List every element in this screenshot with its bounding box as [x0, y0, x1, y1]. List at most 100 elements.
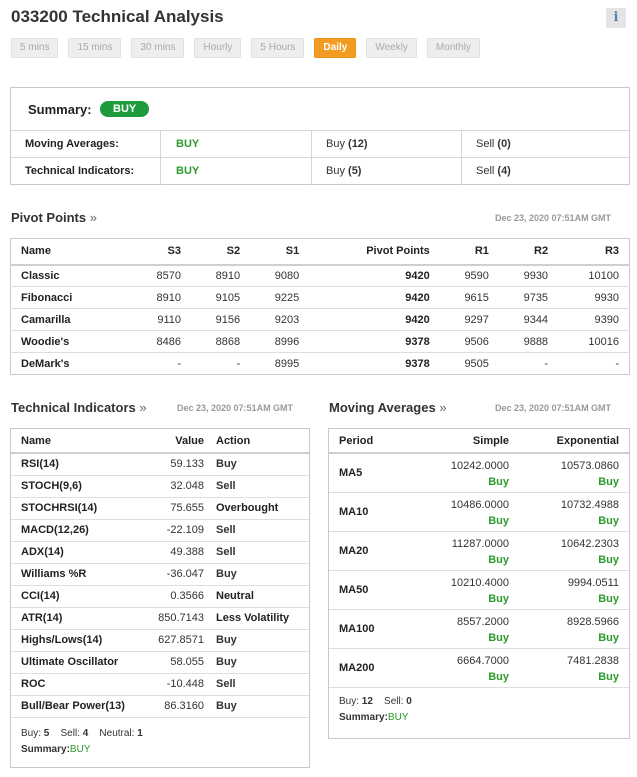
table-row: Woodie's 8486 8868 8996 9378 9506 9888 10016 — [10, 330, 630, 353]
ma-simple-action: Buy — [488, 476, 509, 488]
tab-daily[interactable]: Daily — [314, 38, 357, 58]
pivot-method-name: Fibonacci — [10, 286, 113, 309]
tab-5-mins[interactable]: 5 mins — [11, 38, 59, 58]
indicator-name[interactable]: STOCHRSI(14) — [11, 497, 136, 520]
ma-exp-action: Buy — [598, 592, 619, 605]
table-row: ADX(14) 49.388 Sell — [11, 541, 309, 564]
chevron-right-icon: » — [89, 210, 97, 225]
column-header: Simple — [429, 429, 519, 454]
indicator-name[interactable]: ROC — [11, 673, 136, 696]
technical-indicators-link[interactable]: Technical Indicators » — [11, 400, 147, 415]
table-row: MA200 6664.7000 Buy 7481.2838 Buy — [329, 648, 629, 688]
buy-label: Buy — [326, 165, 345, 177]
summary-row-moving-averages: Moving Averages: BUY Buy (12) Sell (0) — [11, 131, 629, 158]
indicator-name[interactable]: STOCH(9,6) — [11, 475, 136, 498]
indicator-name[interactable]: Ultimate Oscillator — [11, 651, 136, 674]
pivot-value: 10100 — [558, 264, 630, 287]
ma-simple-value: 10486.0000 — [450, 498, 509, 511]
table-row: STOCH(9,6) 32.048 Sell — [11, 475, 309, 498]
info-icon[interactable]: i — [606, 8, 626, 28]
indicator-name[interactable]: RSI(14) — [11, 453, 136, 476]
sell-label: Sell — [476, 165, 495, 177]
ma-period: MA10 — [329, 492, 429, 532]
pivot-value: 9615 — [439, 286, 499, 309]
pivot-value: 9505 — [464, 357, 489, 370]
ma-period: MA5 — [329, 453, 429, 493]
moving-averages-timestamp: Dec 23, 2020 07:51AM GMT — [495, 403, 612, 413]
pivot-value: 8910 — [190, 264, 251, 287]
ma-exp-action: Buy — [598, 476, 619, 488]
indicator-action: Sell — [216, 475, 309, 498]
ma-simple-value: 10242.0000 — [450, 460, 509, 472]
ma-simple-cell: 8557.2000 Buy — [429, 609, 519, 649]
tab-weekly[interactable]: Weekly — [366, 38, 417, 58]
indicator-name[interactable]: Highs/Lows(14) — [11, 629, 136, 652]
indicator-name[interactable]: Williams %R — [11, 563, 136, 586]
sell-count: 0 — [406, 695, 412, 707]
pivot-value: 9390 — [558, 308, 630, 331]
indicator-value: -10.448 — [136, 673, 216, 696]
moving-averages-title: Moving Averages — [329, 400, 436, 415]
moving-averages-panel: Period Simple Exponential MA5 10242.0000 B… — [328, 428, 630, 739]
pivot-points-timestamp: Dec 23, 2020 07:51AM GMT — [495, 213, 612, 223]
indicator-name[interactable]: ADX(14) — [11, 541, 136, 564]
technical-indicators-timestamp: Dec 23, 2020 07:51AM GMT — [177, 403, 294, 413]
ma-exp-cell: 8928.5966 Buy — [519, 609, 629, 649]
column-header: R3 — [558, 238, 630, 266]
ma-simple-action: Buy — [488, 553, 509, 566]
summary-value: BUY — [69, 743, 91, 755]
pivot-value: 9297 — [439, 308, 499, 331]
ma-exp-action: Buy — [598, 631, 619, 644]
indicator-name[interactable]: MACD(12,26) — [11, 519, 136, 542]
neutral-count: 1 — [137, 727, 143, 739]
indicator-action: Sell — [216, 541, 309, 564]
summary-row-sell: Sell (0) — [462, 131, 629, 157]
page-title: 033200 Technical Analysis — [11, 7, 224, 26]
table-row: Ultimate Oscillator 58.055 Buy — [11, 651, 309, 674]
summary-panel: Summary: BUY Moving Averages: BUY Buy (1… — [10, 87, 630, 185]
ma-exp-action: Buy — [598, 670, 619, 683]
pivot-value: 8570 — [112, 264, 191, 287]
summary-row-sell: Sell (4) — [462, 158, 629, 185]
ma-exp-value: 7481.2838 — [567, 654, 619, 667]
ma-exp-value: 10573.0860 — [560, 460, 619, 472]
table-row: MA100 8557.2000 Buy 8928.5966 Buy — [329, 609, 629, 649]
indicator-summary: Summary:BUY — [21, 742, 299, 758]
table-row: Bull/Bear Power(13) 86.3160 Buy — [11, 695, 309, 718]
column-header: R2 — [498, 238, 559, 266]
table-row: Fibonacci 8910 9105 9225 9420 9615 9735 9930 — [10, 286, 630, 309]
tab-5-hours[interactable]: 5 Hours — [251, 38, 305, 58]
table-row: ROC -10.448 Sell — [11, 673, 309, 696]
indicator-name[interactable]: Bull/Bear Power(13) — [11, 695, 136, 718]
moving-averages-table: Period Simple Exponential MA5 10242.0000 B… — [329, 429, 629, 688]
tab-monthly[interactable]: Monthly — [426, 38, 480, 58]
pivot-value: 8996 — [250, 330, 310, 353]
ma-simple-action: Buy — [488, 670, 509, 683]
column-header: S2 — [190, 238, 251, 266]
ma-summary: Summary:BUY — [339, 710, 619, 726]
column-header: Action — [216, 429, 309, 454]
summary-row-technical-indicators: Technical Indicators: BUY Buy (5) Sell (… — [11, 158, 629, 185]
indicator-value: 850.7143 — [136, 607, 216, 630]
pivot-points-link[interactable]: Pivot Points » — [11, 210, 97, 225]
ma-simple-value: 8557.2000 — [457, 615, 509, 628]
moving-averages-link[interactable]: Moving Averages » — [329, 400, 447, 415]
summary-value: BUY — [387, 711, 409, 723]
indicator-name[interactable]: CCI(14) — [11, 585, 136, 608]
pivot-value: 9203 — [250, 308, 310, 331]
tab-hourly[interactable]: Hourly — [194, 38, 242, 58]
tab-15-mins[interactable]: 15 mins — [68, 38, 122, 58]
buy-count: (12) — [348, 138, 368, 150]
summary-row-buy: Buy (12) — [312, 131, 462, 157]
column-header: Pivot Points — [309, 238, 440, 266]
column-header: Name — [11, 429, 136, 454]
pivot-value: 9420 — [309, 286, 440, 309]
pivot-value: 9506 — [439, 330, 499, 353]
table-row: STOCHRSI(14) 75.655 Overbought — [11, 497, 309, 520]
indicator-value: 627.8571 — [136, 629, 216, 652]
ma-exp-action: Buy — [598, 514, 619, 527]
ma-simple-cell: 10242.0000 Buy — [429, 453, 519, 493]
tab-30-mins[interactable]: 30 mins — [131, 38, 185, 58]
indicator-name[interactable]: ATR(14) — [11, 607, 136, 630]
column-header: R1 — [439, 238, 499, 266]
